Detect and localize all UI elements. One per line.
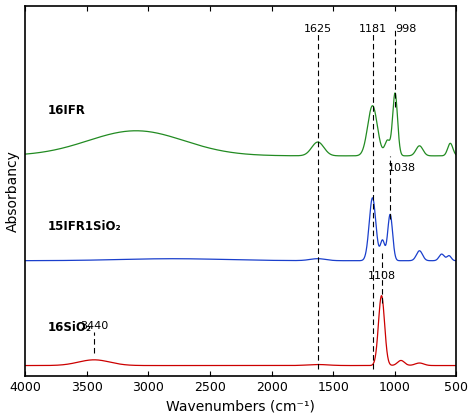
Text: 16SiO₂: 16SiO₂ [47,321,91,334]
Text: 1038: 1038 [388,163,416,173]
X-axis label: Wavenumbers (cm⁻¹): Wavenumbers (cm⁻¹) [166,399,315,414]
Text: 15IFR1SiO₂: 15IFR1SiO₂ [47,220,121,233]
Text: 1625: 1625 [304,23,332,34]
Text: 16IFR: 16IFR [47,104,85,117]
Text: 998: 998 [395,23,417,34]
Text: 3440: 3440 [80,321,108,331]
Y-axis label: Absorbancy: Absorbancy [6,150,19,232]
Text: 1181: 1181 [358,23,387,34]
Text: 1108: 1108 [367,271,396,281]
